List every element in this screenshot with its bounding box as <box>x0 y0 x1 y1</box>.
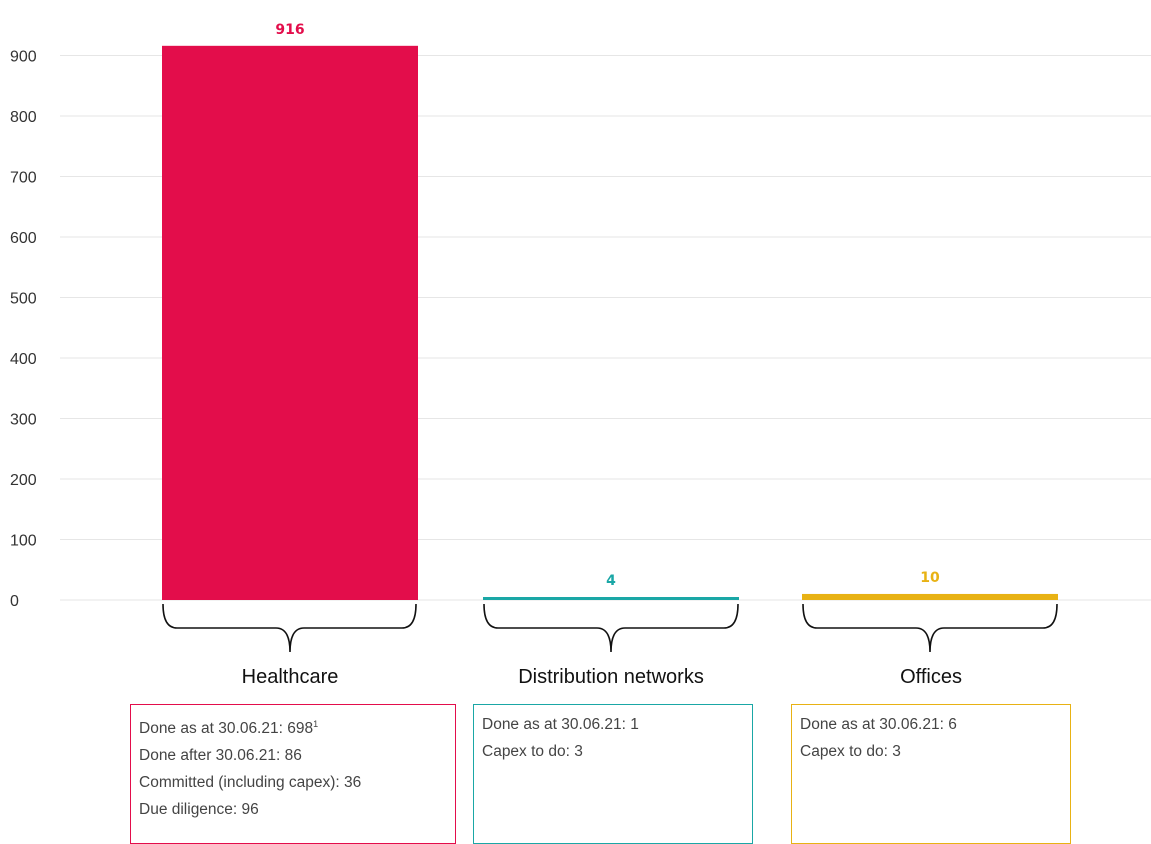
footnote-marker: 1 <box>313 719 319 729</box>
detail-text: Done as at 30.06.21: 698 <box>139 720 314 738</box>
bar-offices <box>802 593 1058 600</box>
category-label-healthcare: Healthcare <box>241 666 339 688</box>
details-box-offices: Done as at 30.06.21: 6 Capex to do: 3 <box>791 704 1071 844</box>
detail-text: Due diligence: 96 <box>139 801 259 819</box>
detail-line: Committed (including capex): 36 <box>139 769 447 796</box>
y-tick-label-700: 700 <box>10 170 37 187</box>
detail-line: Done after 30.06.21: 86 <box>139 742 447 769</box>
value-label-distribution-networks: 4 <box>606 573 616 589</box>
y-tick-label-100: 100 <box>10 533 37 550</box>
detail-text: Capex to do: 3 <box>800 743 901 760</box>
y-tick-label-0: 0 <box>10 593 19 610</box>
detail-line: Done as at 30.06.21: 1 <box>482 711 744 738</box>
detail-text: Capex to do: 3 <box>482 743 583 760</box>
value-label-healthcare: 916 <box>275 22 304 38</box>
y-tick-label-300: 300 <box>10 412 37 429</box>
y-tick-label-600: 600 <box>10 230 37 247</box>
category-label-distribution-networks: Distribution networks <box>518 666 704 688</box>
detail-text: Done as at 30.06.21: 6 <box>800 716 957 733</box>
details-box-healthcare: Done as at 30.06.21: 6981 Done after 30.0… <box>130 704 456 844</box>
detail-text: Committed (including capex): 36 <box>139 774 362 792</box>
y-tick-label-500: 500 <box>10 291 37 308</box>
details-box-distribution-networks: Done as at 30.06.21: 1 Capex to do: 3 <box>473 704 753 844</box>
detail-line: Capex to do: 3 <box>482 738 744 765</box>
detail-line: Done as at 30.06.21: 6 <box>800 711 1062 738</box>
y-tick-label-400: 400 <box>10 351 37 368</box>
y-tick-label-900: 900 <box>10 49 37 66</box>
detail-text: Done as at 30.06.21: 1 <box>482 716 639 733</box>
detail-text: Done after 30.06.21: 86 <box>139 747 302 765</box>
brace-distribution-networks <box>483 603 739 653</box>
y-tick-label-200: 200 <box>10 472 37 489</box>
brace-offices <box>802 603 1058 653</box>
brace-healthcare <box>162 603 417 653</box>
value-label-offices: 10 <box>920 570 940 586</box>
detail-line: Due diligence: 96 <box>139 796 447 823</box>
category-label-offices: Offices <box>900 666 962 688</box>
detail-line: Done as at 30.06.21: 6981 <box>139 711 447 742</box>
y-tick-label-800: 800 <box>10 109 37 126</box>
bar-healthcare <box>162 45 418 600</box>
detail-line: Capex to do: 3 <box>800 738 1062 765</box>
bar-distribution-networks <box>483 597 739 600</box>
